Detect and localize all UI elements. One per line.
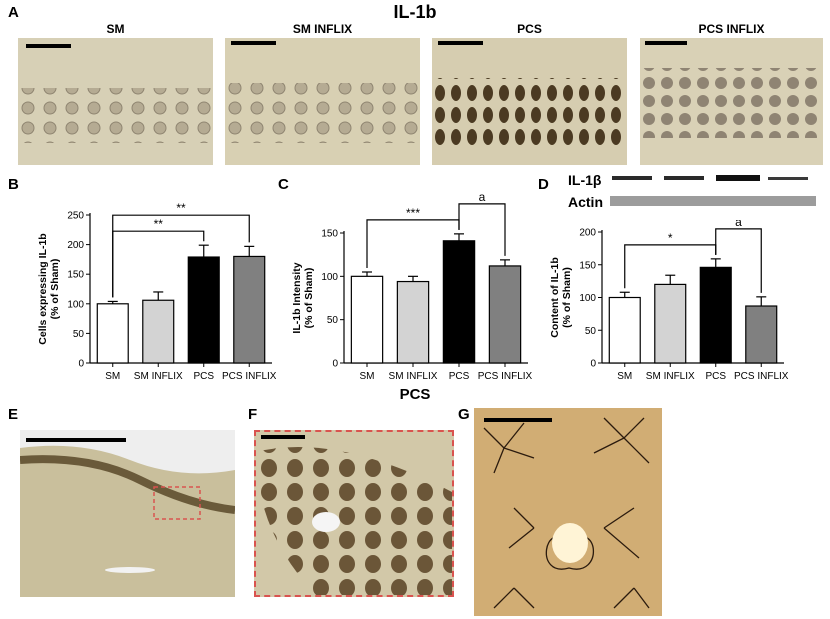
x-tick-label: PCS bbox=[449, 371, 470, 382]
bar-sm bbox=[608, 296, 641, 364]
scale-bar bbox=[261, 435, 305, 439]
y-tick-label: 50 bbox=[73, 329, 85, 340]
micrograph-e bbox=[20, 430, 235, 597]
panel-label-d: D bbox=[538, 176, 549, 193]
y-tick-label: 0 bbox=[78, 359, 84, 370]
y-tick-label: 250 bbox=[67, 211, 84, 222]
bar-sm bbox=[350, 275, 384, 364]
figure-title: IL-1b bbox=[393, 2, 437, 22]
x-tick-label: SM INFLIX bbox=[134, 371, 183, 382]
significance-bracket bbox=[458, 203, 506, 256]
y-axis-label: Content of IL-1b(% of Sham) bbox=[549, 257, 573, 337]
significance-label: ** bbox=[154, 217, 164, 231]
x-tick-label: SM INFLIX bbox=[646, 371, 695, 382]
scale-bar bbox=[484, 418, 552, 422]
panel-label-a: A bbox=[8, 4, 19, 21]
tissue-image-pcs-inflix bbox=[640, 38, 823, 165]
significance-label: ** bbox=[176, 201, 186, 215]
bar-pcs-inflix bbox=[745, 305, 778, 364]
y-tick-label: 50 bbox=[585, 326, 597, 337]
micrograph-title-pcs-inflix: PCS INFLIX bbox=[698, 22, 765, 36]
micrograph-title-sm-inflix: SM INFLIX bbox=[292, 22, 353, 36]
y-tick-label: 100 bbox=[579, 293, 596, 304]
bar-sm bbox=[96, 303, 129, 364]
tissue-image-astrocytes bbox=[474, 408, 662, 616]
panel-label-e: E bbox=[8, 406, 19, 423]
significance-bracket bbox=[715, 228, 762, 293]
scale-bar bbox=[438, 41, 483, 45]
micrograph-title-sm: SM bbox=[106, 22, 125, 36]
tissue-image-sm-inflix bbox=[225, 38, 420, 165]
tissue-image-low-mag bbox=[20, 430, 235, 597]
x-tick-label: PCS INFLIX bbox=[222, 371, 276, 382]
micrograph-pcs-inflix bbox=[640, 38, 823, 165]
y-axis-label: Cells expressing IL-1b(% of Sham) bbox=[37, 233, 61, 344]
chart-c: 0 50 100 150 IL-1b Intensity(% of Sham) SM SM … bbox=[291, 190, 533, 382]
scale-bar bbox=[26, 438, 126, 442]
y-tick-label: 0 bbox=[590, 359, 596, 370]
micrograph-g bbox=[474, 408, 662, 616]
bar-sm-inflix bbox=[142, 299, 175, 364]
tissue-image-inset bbox=[256, 432, 452, 595]
bar-pcs bbox=[699, 266, 732, 364]
scale-bar bbox=[26, 44, 71, 48]
significance-label: a bbox=[479, 190, 486, 204]
panel-label-c: C bbox=[278, 176, 289, 193]
pcs-section-title: PCS bbox=[399, 386, 431, 403]
y-tick-label: 200 bbox=[67, 240, 84, 251]
scale-bar bbox=[231, 41, 276, 45]
micrograph-title-pcs: PCS bbox=[517, 22, 542, 36]
scale-bar bbox=[645, 41, 687, 45]
bar-sm-inflix bbox=[654, 283, 687, 364]
micrograph-pcs bbox=[432, 38, 627, 165]
y-tick-label: 200 bbox=[579, 228, 596, 239]
blot-label-actin: Actin bbox=[568, 194, 603, 210]
panel-label-f: F bbox=[248, 406, 258, 423]
chart-b: 0 50 100 150 200 250 Cells expressing IL-1b(% … bbox=[37, 201, 276, 382]
bar-pcs-inflix bbox=[233, 255, 266, 364]
significance-label: a bbox=[735, 220, 742, 229]
tissue-image-sm bbox=[18, 38, 213, 165]
y-tick-label: 100 bbox=[67, 299, 84, 310]
bar-sm-inflix bbox=[396, 280, 430, 364]
x-tick-label: PCS bbox=[193, 371, 214, 382]
significance-label: *** bbox=[406, 206, 420, 220]
tissue-image-pcs bbox=[432, 38, 627, 165]
bar-pcs-inflix bbox=[488, 265, 522, 364]
x-tick-label: SM INFLIX bbox=[389, 371, 438, 382]
western-blot-image bbox=[608, 170, 820, 218]
y-axis-label: IL-1b Intensity(% of Sham) bbox=[291, 262, 315, 333]
panel-label-b: B bbox=[8, 176, 19, 193]
y-tick-label: 150 bbox=[579, 260, 596, 271]
y-tick-label: 50 bbox=[327, 315, 339, 326]
x-tick-label: PCS bbox=[705, 371, 726, 382]
y-tick-label: 100 bbox=[321, 272, 338, 283]
significance-bracket bbox=[112, 214, 250, 298]
panel-label-g: G bbox=[458, 406, 470, 423]
x-tick-label: PCS INFLIX bbox=[734, 371, 789, 382]
significance-label: * bbox=[668, 231, 673, 245]
bar-pcs bbox=[187, 256, 220, 364]
x-tick-label: PCS INFLIX bbox=[478, 371, 533, 382]
micrograph-sm bbox=[18, 38, 213, 165]
y-tick-label: 150 bbox=[321, 229, 338, 240]
y-tick-label: 0 bbox=[332, 359, 338, 370]
bar-pcs bbox=[442, 240, 476, 364]
x-tick-label: SM bbox=[360, 371, 375, 382]
blot-label-il1b: IL-1β bbox=[568, 172, 602, 188]
x-tick-label: SM bbox=[105, 371, 120, 382]
chart-d: 0 50 100 150 200 Content of IL-1b(% of Sham) S… bbox=[549, 220, 789, 382]
micrograph-f-inset bbox=[254, 430, 454, 597]
x-tick-label: SM bbox=[617, 371, 632, 382]
y-tick-label: 150 bbox=[67, 270, 84, 281]
micrograph-sm-inflix bbox=[225, 38, 420, 165]
